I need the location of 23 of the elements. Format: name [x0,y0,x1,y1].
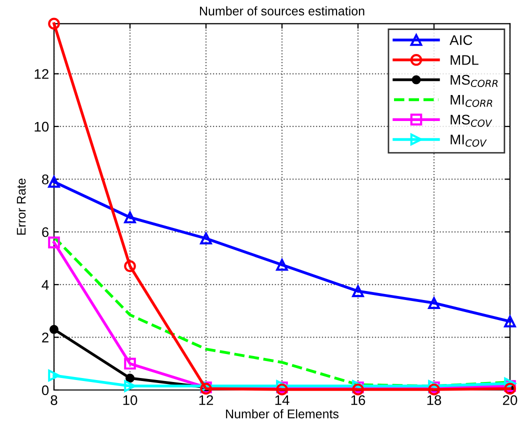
y-axis-title: Error Rate [16,178,26,235]
x-tick-label: 20 [502,395,518,406]
legend-label: MDL [450,55,478,65]
y-tick-label: 4 [42,280,49,290]
y-tick-label: 0 [42,385,49,396]
y-tick-label: 2 [42,332,48,342]
legend-label: MS$_{COV}$ [450,114,492,127]
legend-label: MI$_{CORR}$ [450,94,492,107]
x-axis-title: Number of Elements [226,409,339,418]
x-tick-label: 14 [275,395,290,405]
y-tick-label: 6 [42,227,49,238]
y-tick-label: 10 [34,122,49,132]
y-tick-label: 12 [34,69,48,79]
x-tick-label: 16 [351,395,366,406]
legend-label: AIC [450,35,472,46]
chart-title: Number of sources estimation [200,6,364,16]
legend-label: MS$_{CORR}$ [450,74,498,88]
y-tick-label: 8 [42,174,49,184]
x-tick-label: 18 [427,395,442,406]
x-tick-label: 10 [123,395,138,406]
x-tick-label: 12 [199,395,214,405]
x-tick-label: 8 [50,395,58,406]
legend-label: MI$_{COV}$ [450,134,487,147]
